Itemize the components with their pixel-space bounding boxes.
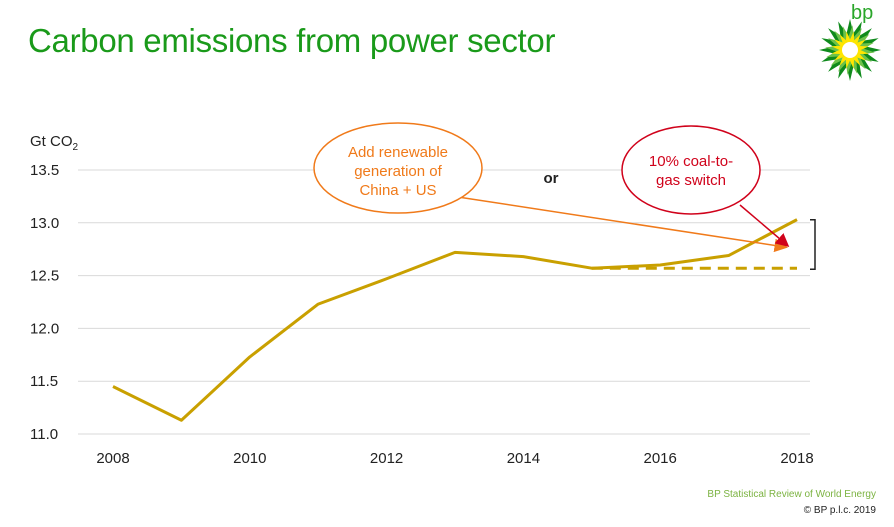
y-tick-label: 11.5 bbox=[30, 373, 58, 390]
y-tick-label: 13.5 bbox=[30, 162, 59, 179]
series-line bbox=[112, 218, 798, 422]
y-tick-label: 12.5 bbox=[30, 268, 59, 285]
renewables-callout-bubble bbox=[313, 122, 483, 214]
or-label: or bbox=[544, 170, 559, 187]
renewables-callout-text: generation of bbox=[354, 163, 442, 180]
x-tick-label: 2018 bbox=[780, 450, 813, 467]
coal-to-gas-arrow bbox=[739, 204, 790, 247]
coal-to-gas-callout-text: 10% coal-to- bbox=[649, 153, 733, 170]
x-tick-label: 2010 bbox=[233, 450, 266, 467]
y-axis-unit-label: Gt CO2 bbox=[30, 133, 78, 153]
bp-helios-logo-icon bbox=[819, 19, 881, 81]
gap-bracket bbox=[810, 219, 816, 270]
helios-core bbox=[842, 42, 858, 58]
coal-to-gas-callout-bubble bbox=[621, 125, 761, 215]
x-tick-label: 2014 bbox=[507, 450, 540, 467]
bp-logo-text: bp bbox=[851, 2, 874, 24]
y-axis-unit-prefix: Gt CO bbox=[30, 133, 73, 150]
x-tick-label: 2012 bbox=[370, 450, 403, 467]
renewables-callout-text: Add renewable bbox=[348, 144, 448, 161]
y-tick-label: 12.0 bbox=[30, 320, 59, 337]
coal-to-gas-callout-text: gas switch bbox=[656, 172, 726, 189]
y-tick-label: 13.0 bbox=[30, 215, 59, 232]
y-tick-label: 11.0 bbox=[30, 426, 58, 443]
renewables-arrow bbox=[457, 196, 788, 253]
x-tick-label: 2008 bbox=[96, 450, 129, 467]
x-tick-label: 2016 bbox=[644, 450, 677, 467]
footer-copyright: © BP p.l.c. 2019 bbox=[803, 505, 876, 516]
y-axis-unit-subscript: 2 bbox=[72, 142, 79, 153]
page-title: Carbon emissions from power sector bbox=[28, 22, 556, 59]
renewables-callout-text: China + US bbox=[359, 182, 436, 199]
footer-source: BP Statistical Review of World Energy bbox=[707, 489, 876, 500]
